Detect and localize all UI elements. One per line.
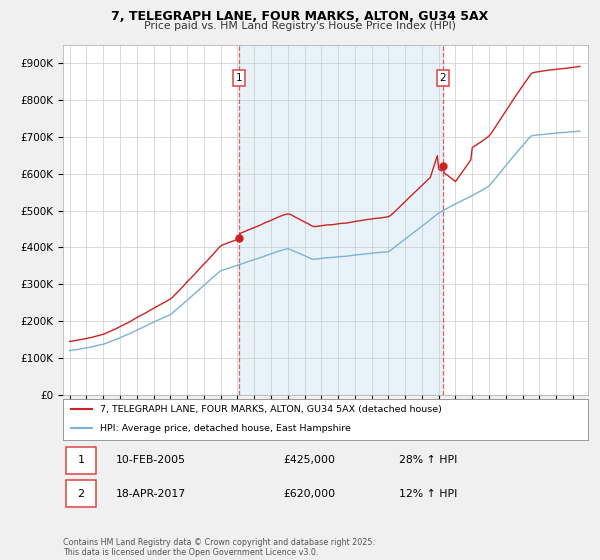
Text: 28% ↑ HPI: 28% ↑ HPI bbox=[399, 455, 457, 465]
Text: 10-FEB-2005: 10-FEB-2005 bbox=[115, 455, 185, 465]
Text: Contains HM Land Registry data © Crown copyright and database right 2025.
This d: Contains HM Land Registry data © Crown c… bbox=[63, 538, 375, 557]
Text: £620,000: £620,000 bbox=[284, 489, 335, 499]
Text: 1: 1 bbox=[77, 455, 85, 465]
FancyBboxPatch shape bbox=[65, 447, 96, 474]
Text: Price paid vs. HM Land Registry's House Price Index (HPI): Price paid vs. HM Land Registry's House … bbox=[144, 21, 456, 31]
Text: £425,000: £425,000 bbox=[284, 455, 335, 465]
Text: 7, TELEGRAPH LANE, FOUR MARKS, ALTON, GU34 5AX: 7, TELEGRAPH LANE, FOUR MARKS, ALTON, GU… bbox=[112, 10, 488, 23]
Bar bbox=[239, 45, 443, 395]
Text: 2: 2 bbox=[440, 73, 446, 83]
Text: HPI: Average price, detached house, East Hampshire: HPI: Average price, detached house, East… bbox=[100, 424, 350, 433]
Text: 1: 1 bbox=[235, 73, 242, 83]
Text: 12% ↑ HPI: 12% ↑ HPI bbox=[399, 489, 457, 499]
Text: 7, TELEGRAPH LANE, FOUR MARKS, ALTON, GU34 5AX (detached house): 7, TELEGRAPH LANE, FOUR MARKS, ALTON, GU… bbox=[100, 405, 442, 414]
Text: 2: 2 bbox=[77, 489, 85, 499]
FancyBboxPatch shape bbox=[65, 480, 96, 507]
Text: 18-APR-2017: 18-APR-2017 bbox=[115, 489, 185, 499]
